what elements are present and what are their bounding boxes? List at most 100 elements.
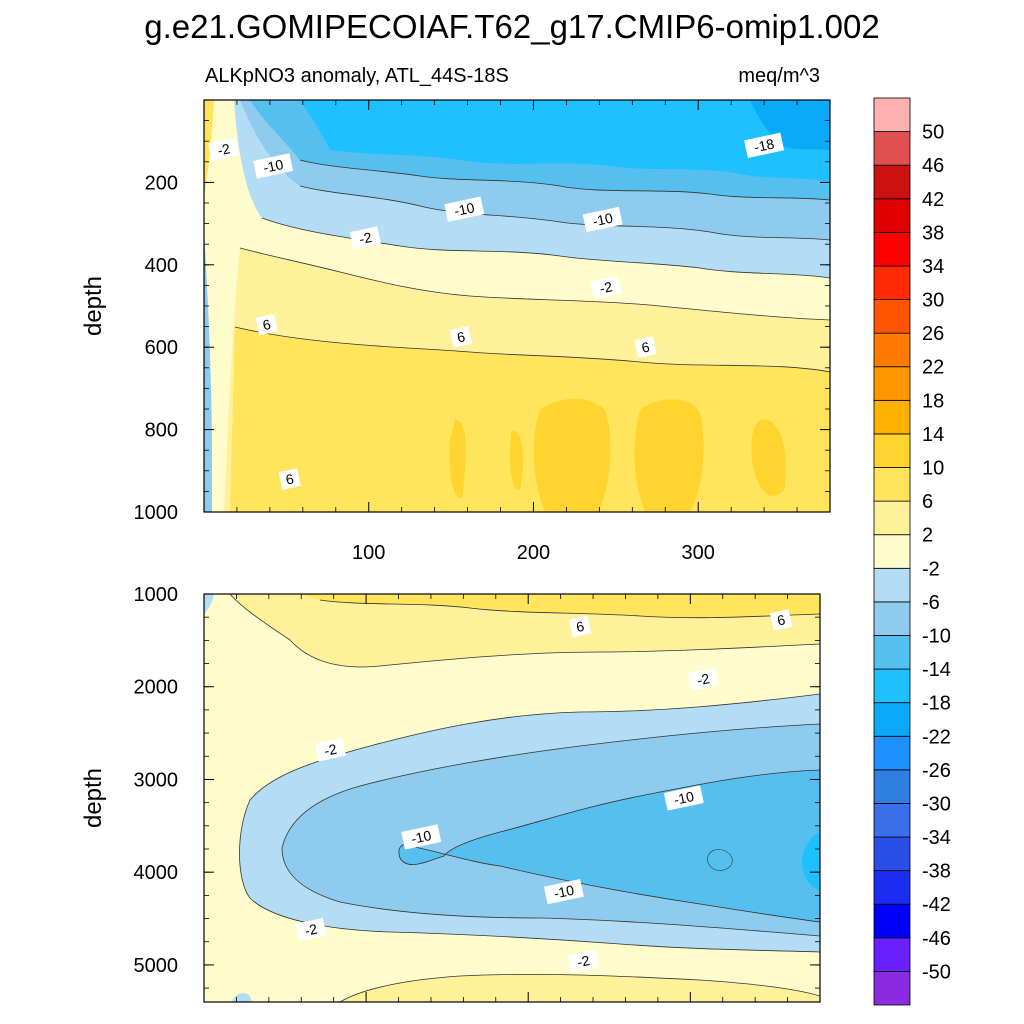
- bottom-panel: 1000 2000 3000 4000 5000 6 6 -2 -2 -10 -10 -10 -2 -2…: [80, 584, 821, 1003]
- colorbar-label: 14: [922, 424, 944, 446]
- colorbar-label: -22: [922, 726, 951, 748]
- colorbar-swatch: [873, 299, 911, 334]
- colorbar-swatch: [873, 198, 911, 233]
- top-contour-label-bg: [634, 336, 657, 358]
- top-contour-label-bg: [253, 153, 294, 179]
- colorbar-swatch: [873, 231, 911, 267]
- top-contour-label-bg: [208, 137, 240, 162]
- colorbar-swatch: [873, 97, 911, 132]
- colorbar-swatch: [873, 366, 911, 401]
- bottom-ytick-label: 3000: [134, 769, 179, 791]
- colorbar-swatch: [873, 769, 911, 804]
- top-contour-label-bg: [582, 206, 623, 233]
- top-contour-label: -10: [582, 206, 623, 233]
- top-contour-label-text: -2: [358, 229, 374, 247]
- colorbar-swatch: [873, 332, 911, 368]
- top-contour-label-text: 6: [640, 339, 651, 356]
- top-ylabel: depth: [80, 276, 107, 336]
- colorbar-label: 46: [922, 155, 944, 177]
- bottom-contour-label-text: -2: [696, 670, 712, 688]
- top-contour-fill: [204, 100, 830, 512]
- colorbar-swatch: [873, 870, 911, 905]
- colorbar-swatch: [873, 399, 911, 435]
- colorbar-swatch: [873, 164, 911, 200]
- colorbar-swatch: [873, 903, 911, 939]
- top-ytick-label: 1000: [134, 502, 179, 524]
- colorbar-label: -38: [922, 861, 951, 883]
- colorbar-label: -6: [922, 592, 940, 614]
- bottom-contour-label: -2: [567, 949, 599, 973]
- top-contour-label-bg: [278, 468, 301, 490]
- colorbar-swatch: [873, 500, 911, 536]
- top-contour-label-text: -2: [216, 140, 232, 158]
- bottom-contour-label: -2: [314, 738, 347, 762]
- colorbar: 50 46 42 38 34 30 26 22 18 14 10 6 2 -2 -6 -10 -14 -18 -22…: [873, 97, 951, 1006]
- top-contour-label-text: -10: [453, 199, 476, 219]
- figure-title: g.e21.GOMIPECOIAF.T62_g17.CMIP6-omip1.00…: [144, 8, 880, 45]
- bottom-contour-label-bg: [663, 785, 704, 811]
- bottom-contour-labels: 6 6 -2 -2 -10 -10 -10 -2 -2: [295, 609, 793, 973]
- top-contour-label: -18: [744, 132, 785, 158]
- top-contour-label-bg: [255, 313, 278, 336]
- colorbar-label: 22: [922, 357, 944, 379]
- colorbar-label: 42: [922, 189, 944, 211]
- colorbar-label: 34: [922, 256, 944, 278]
- colorbar-swatch: [873, 668, 911, 704]
- colorbar-label: 10: [922, 458, 944, 480]
- bottom-plot-frame: [203, 593, 821, 1003]
- bottom-contour-label: -10: [543, 879, 584, 905]
- top-xtick-label: 200: [517, 542, 550, 564]
- top-contour-label-text: 6: [456, 328, 467, 345]
- colorbar-swatch: [873, 702, 911, 737]
- bottom-contour-label: -2: [687, 667, 719, 692]
- colorbar-label: 30: [922, 290, 944, 312]
- top-ytick-label: 400: [145, 255, 178, 277]
- bottom-contour-label-text: -2: [323, 741, 339, 759]
- top-contour-label: 6: [278, 468, 301, 490]
- colorbar-label: -18: [922, 693, 951, 715]
- bottom-contour-label-text: -10: [552, 882, 575, 902]
- top-contour-label: 6: [255, 313, 278, 336]
- bottom-contour-label-bg: [314, 738, 347, 762]
- top-contour-label: -2: [208, 137, 240, 162]
- bottom-contour-label-text: 6: [575, 618, 586, 635]
- colorbar-label: -42: [922, 894, 951, 916]
- top-contour-label-text: -10: [591, 210, 614, 230]
- colorbar-label: -34: [922, 827, 951, 849]
- top-contour-label-bg: [449, 326, 473, 348]
- colorbar-label: -2: [922, 558, 940, 580]
- bottom-ylabel: depth: [80, 768, 107, 828]
- top-contour-label: 6: [449, 326, 473, 348]
- bottom-ytick-label: 4000: [134, 862, 179, 884]
- top-subtitle-right: meq/m^3: [738, 65, 820, 87]
- colorbar-swatch: [873, 467, 911, 502]
- bottom-contour-fill: [204, 594, 820, 1002]
- colorbar-label: 2: [922, 525, 933, 547]
- colorbar-swatch: [873, 937, 911, 972]
- bottom-contour-label: -2: [295, 917, 327, 942]
- bottom-contour-label: 6: [568, 615, 592, 638]
- bottom-axes: 1000 2000 3000 4000 5000: [134, 584, 820, 1002]
- top-panel: ALKpNO3 anomaly, ATL_44S-18S meq/m^3: [80, 65, 831, 564]
- colorbar-label: 38: [922, 222, 944, 244]
- top-contour-label-text: -2: [598, 278, 614, 296]
- colorbar-swatch: [873, 735, 911, 771]
- top-contour-labels: -2 -10 -18 -10 -10 -2 -2 6 6 6 6: [208, 132, 785, 490]
- colorbar-swatch: [873, 131, 911, 166]
- top-contour-label: -10: [444, 196, 485, 222]
- top-contour-label-bg: [349, 226, 382, 250]
- colorbar-swatch: [873, 567, 911, 603]
- top-ytick-label: 200: [145, 172, 178, 194]
- bottom-contour-label-bg: [401, 824, 442, 850]
- colorbar-label: -50: [922, 961, 951, 983]
- top-contour-label-bg: [744, 132, 785, 158]
- bottom-contour-label-bg: [769, 609, 793, 631]
- bottom-ytick-label: 1000: [134, 584, 179, 606]
- colorbar-swatch: [873, 433, 911, 468]
- colorbar-label: -26: [922, 760, 951, 782]
- colorbar-label: 6: [922, 491, 933, 513]
- top-contour-label-text: -18: [753, 135, 776, 155]
- bottom-contour-label-bg: [295, 917, 327, 942]
- top-contour-label: -10: [253, 153, 294, 179]
